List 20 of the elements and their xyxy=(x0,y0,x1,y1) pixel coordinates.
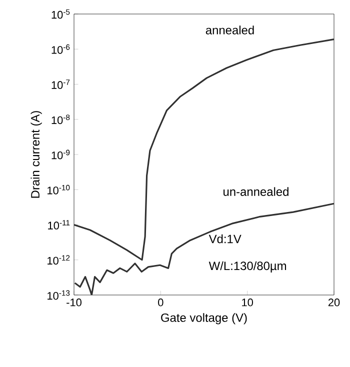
x-tick-label: 10 xyxy=(242,298,253,306)
line-series xyxy=(74,38,334,261)
y-tick-label: 10$^{-7}$ xyxy=(52,80,70,89)
annotation: W/L:130/80µm xyxy=(208,261,286,272)
x-tick-label: 20 xyxy=(328,298,340,306)
y-tick-label: 10$^{-13}$ xyxy=(48,290,70,300)
y-tick-label: 10$^{-10}$ xyxy=(48,184,70,194)
x-tick-label: 0 xyxy=(158,298,164,306)
series-label: annealed xyxy=(206,26,254,34)
series-label: un-annealed xyxy=(224,187,288,196)
y-tick-label: 10$^{-12}$ xyxy=(48,255,70,265)
x-axis-title: Gate voltage (V) xyxy=(161,313,247,324)
y-axis-title: Drain current (A) xyxy=(30,111,42,198)
y-tick-label: 10$^{-8}$ xyxy=(52,114,70,124)
y-tick-label: 10$^{-9}$ xyxy=(52,150,70,160)
x-tick-label: -10 xyxy=(66,298,82,306)
y-tick-label: 10$^{-5}$ xyxy=(52,9,70,19)
annotation: Vd:1V xyxy=(208,234,242,244)
y-tick-label: 10$^{-11}$ xyxy=(48,220,70,230)
y-tick-label: 10$^{-6}$ xyxy=(52,44,70,54)
